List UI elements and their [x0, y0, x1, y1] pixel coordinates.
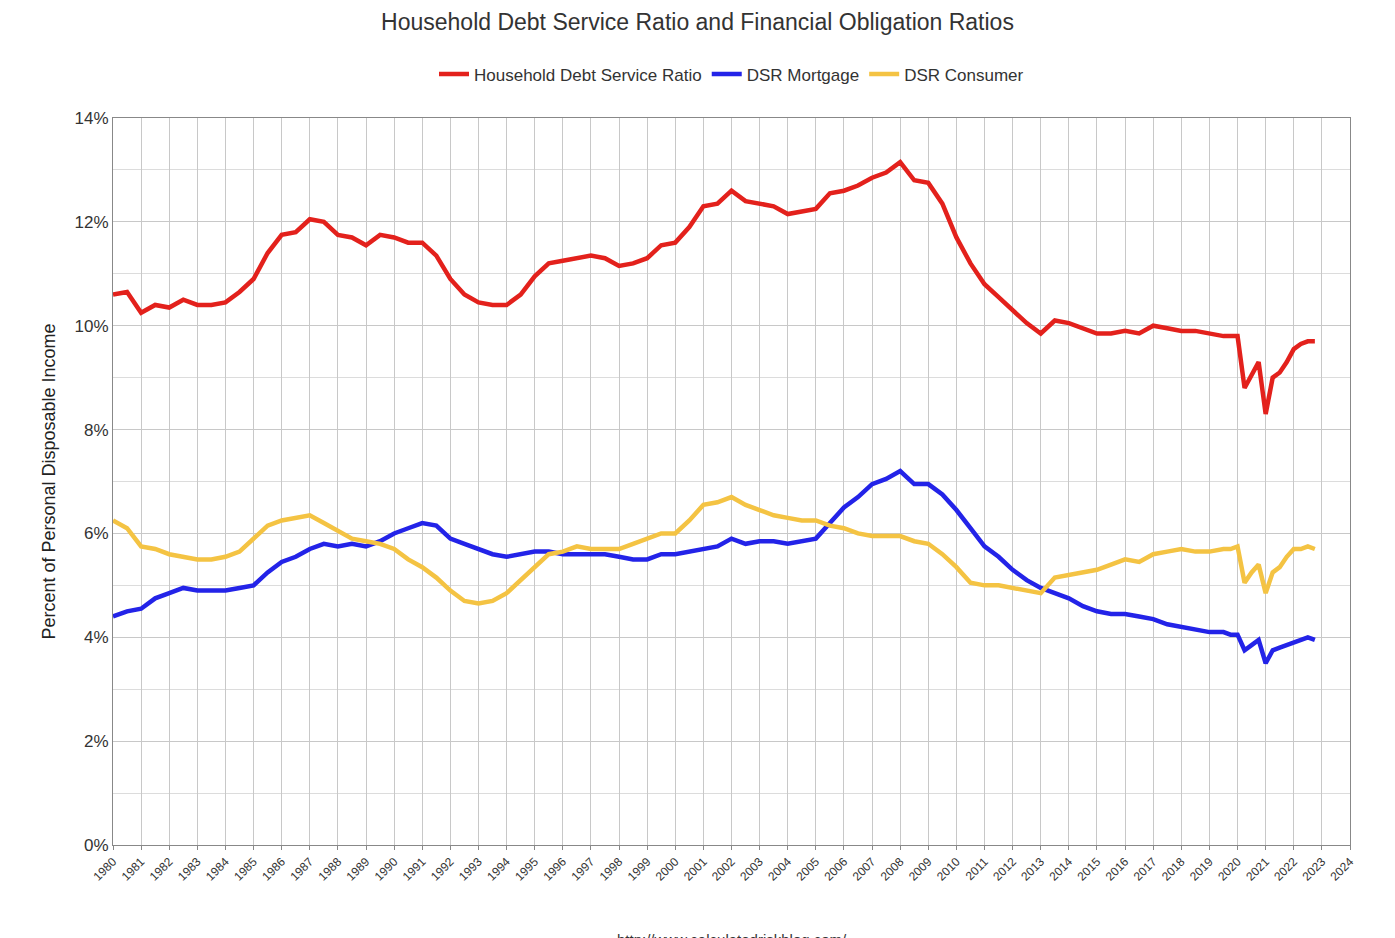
svg-text:1993: 1993 [456, 855, 485, 884]
svg-text:1987: 1987 [287, 855, 316, 884]
svg-text:1982: 1982 [147, 855, 176, 884]
svg-text:2022: 2022 [1271, 855, 1300, 884]
svg-text:1999: 1999 [625, 855, 654, 884]
svg-text:2018: 2018 [1159, 855, 1188, 884]
svg-text:2017: 2017 [1131, 855, 1160, 884]
svg-text:2004: 2004 [765, 855, 794, 884]
svg-text:8%: 8% [84, 421, 109, 440]
svg-text:1989: 1989 [344, 855, 373, 884]
svg-text:10%: 10% [75, 317, 109, 336]
svg-text:2005: 2005 [793, 855, 822, 884]
svg-text:2006: 2006 [822, 855, 851, 884]
svg-text:6%: 6% [84, 524, 109, 543]
svg-text:2%: 2% [84, 732, 109, 751]
svg-text:1991: 1991 [400, 855, 429, 884]
svg-text:1985: 1985 [231, 855, 260, 884]
svg-text:1983: 1983 [175, 855, 204, 884]
svg-text:2024: 2024 [1328, 855, 1357, 884]
svg-text:12%: 12% [75, 213, 109, 232]
svg-text:0%: 0% [84, 836, 109, 855]
svg-text:Percent of Personal Disposable: Percent of Personal Disposable Income [39, 323, 59, 639]
svg-text:1996: 1996 [540, 855, 569, 884]
svg-text:Household Debt Service Ratio: Household Debt Service Ratio [474, 66, 702, 85]
svg-text:2001: 2001 [681, 855, 710, 884]
svg-text:2007: 2007 [850, 855, 879, 884]
svg-text:1998: 1998 [597, 855, 626, 884]
svg-text:1995: 1995 [512, 855, 541, 884]
svg-text:2002: 2002 [709, 855, 738, 884]
svg-text:1994: 1994 [484, 855, 513, 884]
svg-text:1992: 1992 [428, 855, 457, 884]
svg-text:2011: 2011 [963, 855, 991, 883]
svg-text:2019: 2019 [1187, 855, 1216, 884]
svg-text:2010: 2010 [934, 855, 963, 884]
svg-text:1990: 1990 [372, 855, 401, 884]
svg-text:1986: 1986 [259, 855, 288, 884]
svg-text:2008: 2008 [878, 855, 907, 884]
svg-text:2015: 2015 [1075, 855, 1104, 884]
svg-text:1997: 1997 [569, 855, 598, 884]
svg-text:2013: 2013 [1018, 855, 1047, 884]
svg-text:2012: 2012 [990, 855, 1019, 884]
svg-text:DSR Mortgage: DSR Mortgage [747, 66, 859, 85]
svg-text:2023: 2023 [1299, 855, 1328, 884]
svg-text:14%: 14% [75, 109, 109, 128]
svg-text:2014: 2014 [1046, 855, 1075, 884]
svg-text:2000: 2000 [653, 855, 682, 884]
svg-text:1981: 1981 [119, 855, 148, 884]
svg-text:Household Debt Service Ratio a: Household Debt Service Ratio and Financi… [381, 9, 1014, 35]
svg-text:2009: 2009 [906, 855, 935, 884]
svg-text:2016: 2016 [1103, 855, 1132, 884]
svg-text:2021: 2021 [1243, 855, 1272, 884]
svg-text:2003: 2003 [737, 855, 766, 884]
svg-text:1984: 1984 [203, 855, 232, 884]
svg-text:1988: 1988 [315, 855, 344, 884]
svg-text:http://www.calculatedriskblog.: http://www.calculatedriskblog.com/ [617, 931, 847, 938]
svg-text:1980: 1980 [91, 855, 120, 884]
svg-text:DSR Consumer: DSR Consumer [904, 66, 1023, 85]
svg-text:2020: 2020 [1215, 855, 1244, 884]
svg-text:4%: 4% [84, 628, 109, 647]
